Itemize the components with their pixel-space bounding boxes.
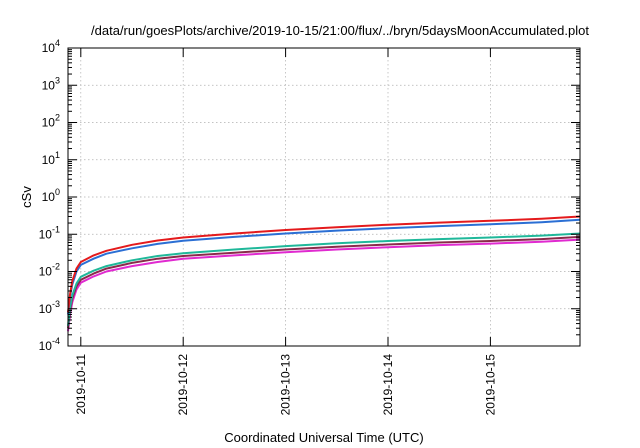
x-tick-label: 2019-10-15: [483, 354, 497, 416]
y-tick-label: 10-2: [39, 262, 60, 279]
series-line-1: [67, 215, 581, 313]
x-ticks: 2019-10-11 2019-10-12 2019-10-13 2019-10-14…: [74, 48, 497, 416]
x-tick-label: 2019-10-12: [176, 354, 190, 416]
y-tick-label: 102: [42, 113, 60, 130]
x-tick-label: 2019-10-13: [279, 354, 293, 416]
y-tick-label: 101: [42, 150, 60, 167]
grid: [68, 48, 580, 346]
chart-title: /data/run/goesPlots/archive/2019-10-15/2…: [91, 23, 589, 38]
y-tick-label: 103: [42, 75, 60, 92]
series-lines: [67, 215, 581, 332]
x-axis-label: Coordinated Universal Time (UTC): [224, 430, 423, 445]
y-tick-label: 104: [42, 38, 60, 55]
series-line-3: [67, 232, 581, 326]
y-tick-label: 10-4: [39, 336, 60, 353]
x-tick-label: 2019-10-14: [381, 354, 395, 416]
y-axis-label: cSv: [19, 186, 34, 208]
y-tick-label: 100: [42, 187, 60, 204]
y-tick-label: 10-1: [39, 224, 60, 241]
y-ticks: 10-4 10-3 10-2 10-1 100 101 102 103 104: [39, 38, 580, 353]
x-tick-label: 2019-10-11: [74, 354, 88, 415]
y-tick-label: 10-3: [39, 299, 60, 316]
series-line-5: [67, 238, 581, 332]
